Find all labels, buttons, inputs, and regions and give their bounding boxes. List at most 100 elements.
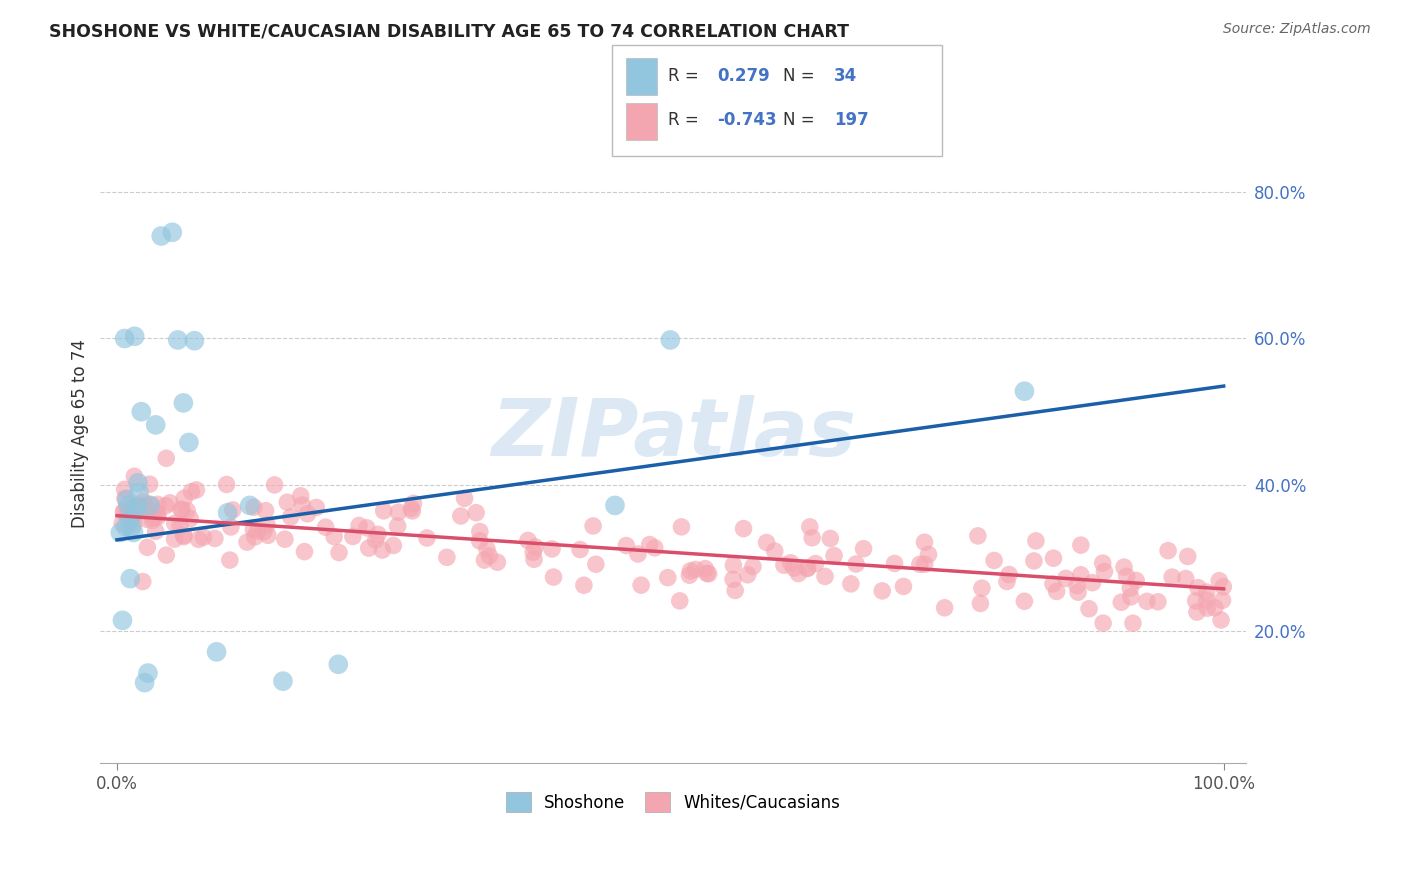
Point [543, 570, 565, 584]
Point [253, 524, 276, 539]
Point [755, 535, 778, 549]
Text: R =: R = [668, 112, 699, 129]
Point [170, 502, 193, 516]
Text: 197: 197 [834, 112, 869, 129]
Point [995, 574, 1018, 589]
Point [733, 522, 755, 536]
Point [186, 483, 208, 497]
Point [796, 561, 818, 575]
Point [799, 520, 821, 534]
Point [155, 548, 177, 562]
Point [115, 507, 138, 521]
Point [1092, 616, 1115, 631]
Point [134, 501, 156, 516]
Point [242, 523, 264, 537]
Text: Source: ZipAtlas.com: Source: ZipAtlas.com [1223, 22, 1371, 37]
Point [122, 516, 145, 531]
Point [450, 508, 472, 523]
Point [614, 539, 637, 553]
Point [162, 225, 184, 239]
Point [132, 494, 155, 508]
Point [1161, 570, 1184, 584]
Point [1022, 554, 1045, 568]
Point [139, 498, 162, 512]
Point [1066, 578, 1088, 592]
Point [155, 451, 177, 466]
Point [1054, 571, 1077, 585]
Point [402, 496, 425, 510]
Point [657, 571, 679, 585]
Point [193, 530, 215, 544]
Point [773, 558, 796, 573]
Point [870, 583, 893, 598]
Point [274, 532, 297, 546]
Point [416, 531, 439, 545]
Point [218, 553, 240, 567]
Point [111, 516, 134, 531]
Point [328, 657, 350, 672]
Point [1208, 574, 1230, 588]
Point [236, 535, 259, 549]
Point [523, 552, 546, 566]
Point [323, 530, 346, 544]
Point [117, 499, 139, 513]
Point [139, 499, 162, 513]
Point [297, 507, 319, 521]
Point [1122, 616, 1144, 631]
Point [256, 517, 278, 532]
Point [115, 492, 138, 507]
Point [114, 331, 136, 345]
Point [172, 502, 194, 516]
Point [453, 491, 475, 506]
Point [1014, 384, 1036, 399]
Point [124, 469, 146, 483]
Point [315, 520, 337, 534]
Point [401, 501, 423, 516]
Point [371, 543, 394, 558]
Point [142, 510, 165, 524]
Point [342, 529, 364, 543]
Point [114, 519, 136, 533]
Point [163, 532, 186, 546]
Point [934, 600, 956, 615]
Point [436, 550, 458, 565]
Point [120, 512, 142, 526]
Point [522, 545, 544, 559]
Point [124, 329, 146, 343]
Point [222, 503, 245, 517]
Legend: Shoshone, Whites/Caucasians: Shoshone, Whites/Caucasians [498, 784, 849, 821]
Point [486, 555, 509, 569]
Point [120, 572, 142, 586]
Point [129, 498, 152, 512]
Point [671, 520, 693, 534]
Point [1136, 594, 1159, 608]
Point [572, 578, 595, 592]
Point [290, 489, 312, 503]
Point [801, 531, 824, 545]
Text: ZIPatlas: ZIPatlas [491, 394, 856, 473]
Point [173, 530, 195, 544]
Point [132, 574, 155, 589]
Point [737, 567, 759, 582]
Point [1212, 580, 1234, 594]
Point [134, 675, 156, 690]
Point [257, 528, 280, 542]
Point [205, 645, 228, 659]
Text: 0.279: 0.279 [717, 67, 770, 85]
Point [172, 396, 194, 410]
Text: R =: R = [668, 67, 699, 85]
Point [852, 541, 875, 556]
Point [254, 503, 277, 517]
Point [627, 547, 650, 561]
Point [110, 525, 132, 540]
Point [135, 512, 157, 526]
Point [1125, 574, 1147, 588]
Point [145, 524, 167, 539]
Point [121, 500, 143, 514]
Point [134, 500, 156, 514]
Point [1147, 595, 1170, 609]
Point [638, 538, 661, 552]
Point [524, 540, 547, 554]
Point [1078, 601, 1101, 615]
Point [679, 564, 702, 578]
